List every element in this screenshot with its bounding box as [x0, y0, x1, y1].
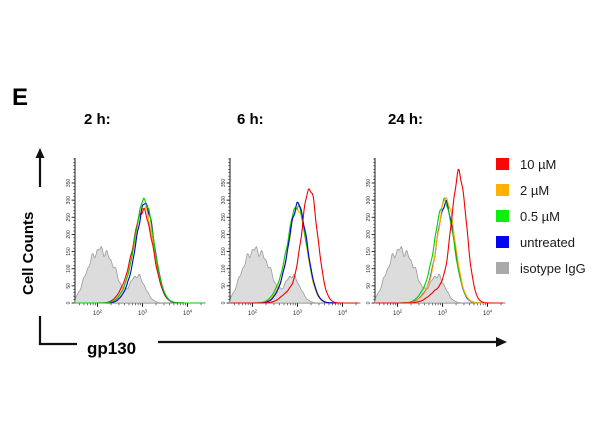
legend-label-2um: 2 µM: [520, 182, 550, 198]
legend-row: isotype IgG: [496, 255, 586, 281]
legend-swatch-3: [496, 236, 509, 248]
flow-histogram-24h: 0 50 100 150 200 250 300 350 102 103 104: [366, 158, 506, 317]
legend-label-05um: 0.5 µM: [520, 208, 561, 224]
x-tick-label: 102: [393, 308, 403, 317]
plot-title-24h: 24 h:: [388, 111, 424, 128]
x-tick-label: 103: [293, 308, 303, 317]
y-tick-label: 150: [366, 247, 372, 256]
x-tick-label: 104: [183, 308, 193, 317]
legend-swatch-4: [496, 262, 509, 274]
y-tick-label: 200: [66, 230, 72, 239]
y-tick-label: 350: [366, 179, 372, 188]
plot-title-2h: 2 h:: [84, 111, 111, 128]
legend-swatch-2: [496, 210, 509, 222]
legend-swatch-0: [496, 158, 509, 170]
y-tick-label: 0: [366, 301, 372, 304]
y-axis-ticks: 0 50 100 150 200 250 300 350: [221, 158, 230, 304]
x-axis-label: gp130: [87, 339, 137, 358]
y-tick-label: 50: [366, 283, 372, 289]
y-axis-label: Cell Counts: [20, 211, 37, 295]
legend-label-untreated: untreated: [520, 234, 575, 250]
curve-isotype-IgG: [74, 245, 206, 304]
plot-title-6h: 6 h:: [237, 111, 264, 128]
x-tick-label: 103: [138, 308, 148, 317]
legend: 10 µM 2 µM 0.5 µM untreated isotype IgG: [496, 151, 586, 281]
y-tick-label: 300: [66, 196, 72, 205]
x-tick-label: 102: [93, 308, 103, 317]
y-arrow-head-icon: [35, 148, 45, 158]
y-tick-label: 300: [366, 196, 372, 205]
legend-label-10um: 10 µM: [520, 156, 557, 172]
x-axis-ticks: 102 103 104: [379, 303, 502, 317]
x-tick-label: 102: [248, 308, 258, 317]
y-tick-label: 100: [66, 264, 72, 273]
y-tick-label: 300: [221, 196, 227, 205]
x-tick-label: 104: [483, 308, 493, 317]
y-tick-label: 250: [221, 213, 227, 222]
flow-histogram-2h: 0 50 100 150 200 250 300 350 102 103 104: [66, 158, 206, 317]
legend-swatch-1: [496, 184, 509, 196]
y-axis-ticks: 0 50 100 150 200 250 300 350: [66, 158, 75, 304]
x-axis-ticks: 102 103 104: [234, 303, 357, 317]
y-tick-label: 150: [221, 247, 227, 256]
curve-isotype-IgG: [374, 245, 506, 304]
y-tick-label: 350: [66, 179, 72, 188]
y-tick-label: 100: [366, 264, 372, 273]
legend-row: 0.5 µM: [496, 203, 586, 229]
legend-row: 10 µM: [496, 151, 586, 177]
curve-10-µM: [230, 188, 359, 304]
y-axis-ticks: 0 50 100 150 200 250 300 350: [366, 158, 375, 304]
legend-label-isotype: isotype IgG: [520, 260, 586, 276]
y-tick-label: 250: [366, 213, 372, 222]
legend-row: untreated: [496, 229, 586, 255]
y-tick-label: 250: [66, 213, 72, 222]
y-tick-label: 0: [66, 301, 72, 304]
curve-10-µM: [375, 168, 504, 304]
y-tick-label: 150: [66, 247, 72, 256]
x-arrow-head-icon: [496, 337, 507, 347]
y-tick-label: 50: [221, 283, 227, 289]
x-tick-label: 104: [338, 308, 348, 317]
x-tick-label: 103: [438, 308, 448, 317]
y-tick-label: 200: [366, 230, 372, 239]
y-tick-label: 350: [221, 179, 227, 188]
y-tick-label: 50: [66, 283, 72, 289]
y-tick-label: 100: [221, 264, 227, 273]
y-tick-label: 200: [221, 230, 227, 239]
legend-row: 2 µM: [496, 177, 586, 203]
panel-label: E: [12, 84, 29, 111]
y-tick-label: 0: [221, 301, 227, 304]
x-axis-ticks: 102 103 104: [79, 303, 202, 317]
curve-0.5-µM: [75, 197, 204, 304]
flow-histogram-6h: 0 50 100 150 200 250 300 350 102 103 104: [221, 158, 361, 317]
